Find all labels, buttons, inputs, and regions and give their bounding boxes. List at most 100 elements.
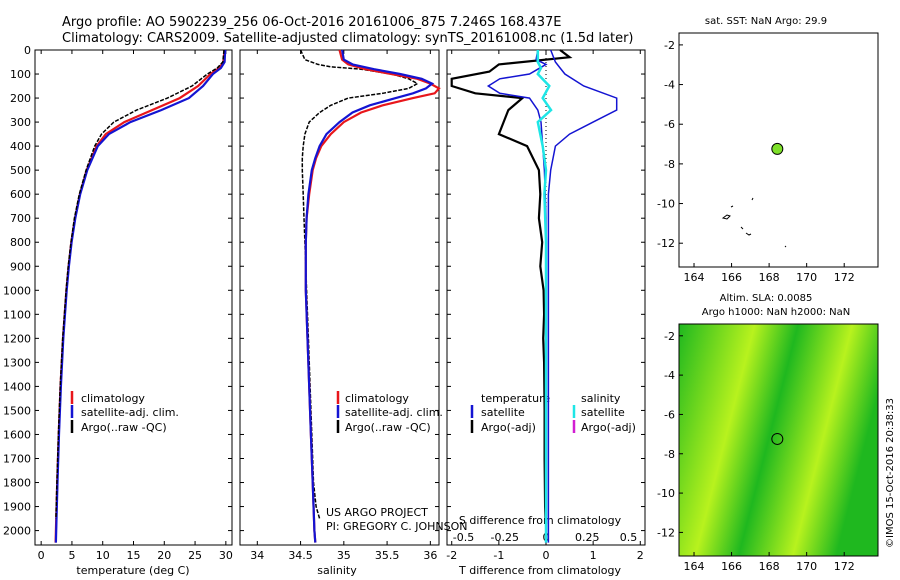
s-tick-label: 0.25 [575,531,600,544]
plot-frame [34,49,233,546]
temperature-legend: climatology satellite-adj. clim. Argo(..… [70,391,179,434]
temperature-xlabel: temperature (deg C) [76,564,189,577]
y-tick-label: 1400 [3,380,31,393]
legend-climatology-label: climatology [81,392,145,405]
y-tick-label: 1900 [3,501,31,514]
difference-panel: T difference from climatology S differen… [446,49,646,577]
y-tick-label: -8 [664,158,675,171]
x-tick-label: 5 [68,549,75,562]
x-tick-label: 20 [157,549,171,562]
legend-climatology-label: climatology [345,392,409,405]
y-tick-label: 500 [10,164,31,177]
x-tick-label: 35.5 [375,549,400,562]
y-tick-label: 1500 [3,404,31,417]
y-tick-label: -10 [657,487,675,500]
x-tick-label: 166 [721,560,742,573]
y-tick-label: 400 [10,140,31,153]
x-tick-label: 164 [684,271,705,284]
sla-map-title1: Altim. SLA: 0.0085 [720,293,813,304]
argo-position-marker [771,432,784,445]
x-tick-label: 25 [188,549,202,562]
y-tick-label: 1200 [3,332,31,345]
x-tick-label: 172 [834,271,855,284]
legend-s-argo-label: Argo(-adj) [581,421,636,434]
y-tick-label: 2000 [3,525,31,538]
y-tick-label: 1300 [3,356,31,369]
y-tick-label: -10 [657,198,675,211]
x-tick-label: 166 [721,271,742,284]
sst-map-title: sat. SST: NaN Argo: 29.9 [705,16,827,27]
x-tick-label: 0 [38,549,45,562]
x-tick-label: -1 [493,549,504,562]
series-line-satellite-adj-clim- [54,49,227,543]
y-tick-label: 700 [10,212,31,225]
y-tick-label: 1800 [3,477,31,490]
map-frame [678,323,879,557]
legend-temperature-header: temperature [481,392,550,405]
x-tick-label: 2 [637,549,644,562]
credit-pi: PI: GREGORY C. JOHNSON [326,520,467,533]
y-tick-label: -6 [664,408,675,421]
y-tick-label: -2 [664,330,675,343]
y-tick-label: 0 [24,44,31,57]
y-tick-label: 600 [10,188,31,201]
y-tick-label: -2 [664,39,675,52]
x-tick-label: 170 [796,560,817,573]
sla-map-panel: Altim. SLA: 0.0085 Argo h1000: NaN h2000… [657,293,879,573]
plot-frame [239,49,440,546]
series-line-satellite-adj-clim- [304,49,435,543]
y-tick-label: -12 [657,526,675,539]
sla-map-title2: Argo h1000: NaN h2000: NaN [702,307,850,318]
salinity-legend: climatology satellite-adj. clim. Argo(..… [336,391,443,434]
x-tick-label: -2 [446,549,457,562]
x-tick-label: 36 [423,549,437,562]
legend-t-satellite-label: satellite [481,406,525,419]
legend-t-argo-label: Argo(-adj) [481,421,536,434]
series-line-climatology [54,49,226,543]
difference-s-xlabel: S difference from climatology [459,514,622,527]
series-line-t-satellite [547,49,618,543]
y-tick-label: 1600 [3,428,31,441]
sst-map-panel: sat. SST: NaN Argo: 29.9 164 166 168 170 172… [657,16,879,284]
credit-project: US ARGO PROJECT [326,506,428,519]
temperature-panel: temperature (deg C) climatology satellit… [3,44,233,577]
y-tick-label: 200 [10,92,31,105]
salinity-xlabel: salinity [317,564,357,577]
s-tick-label: -0.25 [491,531,519,544]
series-line-s-satellite [536,50,553,543]
x-tick-label: 170 [796,271,817,284]
s-tick-label: -0.5 [453,531,474,544]
legend-argo-label: Argo(..raw -QC) [81,421,167,434]
x-tick-label: 34 [250,549,264,562]
series-line-argo-raw-qc- [55,49,225,519]
y-tick-label: -12 [657,237,675,250]
y-tick-label: 100 [10,68,31,81]
x-tick-label: 164 [684,560,705,573]
x-tick-label: 0 [543,549,550,562]
y-tick-label: -4 [664,79,675,92]
x-tick-label: 168 [759,271,780,284]
figure-title-line1: Argo profile: AO 5902239_256 06-Oct-2016… [62,15,561,30]
difference-t-xlabel: T difference from climatology [458,564,621,577]
legend-satellite-label: satellite-adj. clim. [81,406,179,419]
y-tick-label: 900 [10,260,31,273]
map-frame [678,32,879,268]
y-tick-label: -4 [664,369,675,382]
y-tick-label: -6 [664,118,675,131]
x-tick-label: 35 [337,549,351,562]
salinity-panel: salinity climatology satellite-adj. clim… [239,49,467,577]
legend-argo-label: Argo(..raw -QC) [345,421,431,434]
x-tick-label: 1 [590,549,597,562]
legend-satellite-label: satellite-adj. clim. [345,406,443,419]
sla-heatmap [679,324,878,556]
legend-salinity-header: salinity [581,392,621,405]
series-line-argo-raw-qc- [299,49,419,519]
y-tick-label: 1700 [3,452,31,465]
series-line-climatology [304,49,441,543]
y-tick-label: -8 [664,448,675,461]
y-tick-label: 800 [10,236,31,249]
y-tick-label: 1100 [3,308,31,321]
legend-s-satellite-label: satellite [581,406,625,419]
difference-legend: temperature satellite Argo(-adj) salinit… [470,392,636,434]
